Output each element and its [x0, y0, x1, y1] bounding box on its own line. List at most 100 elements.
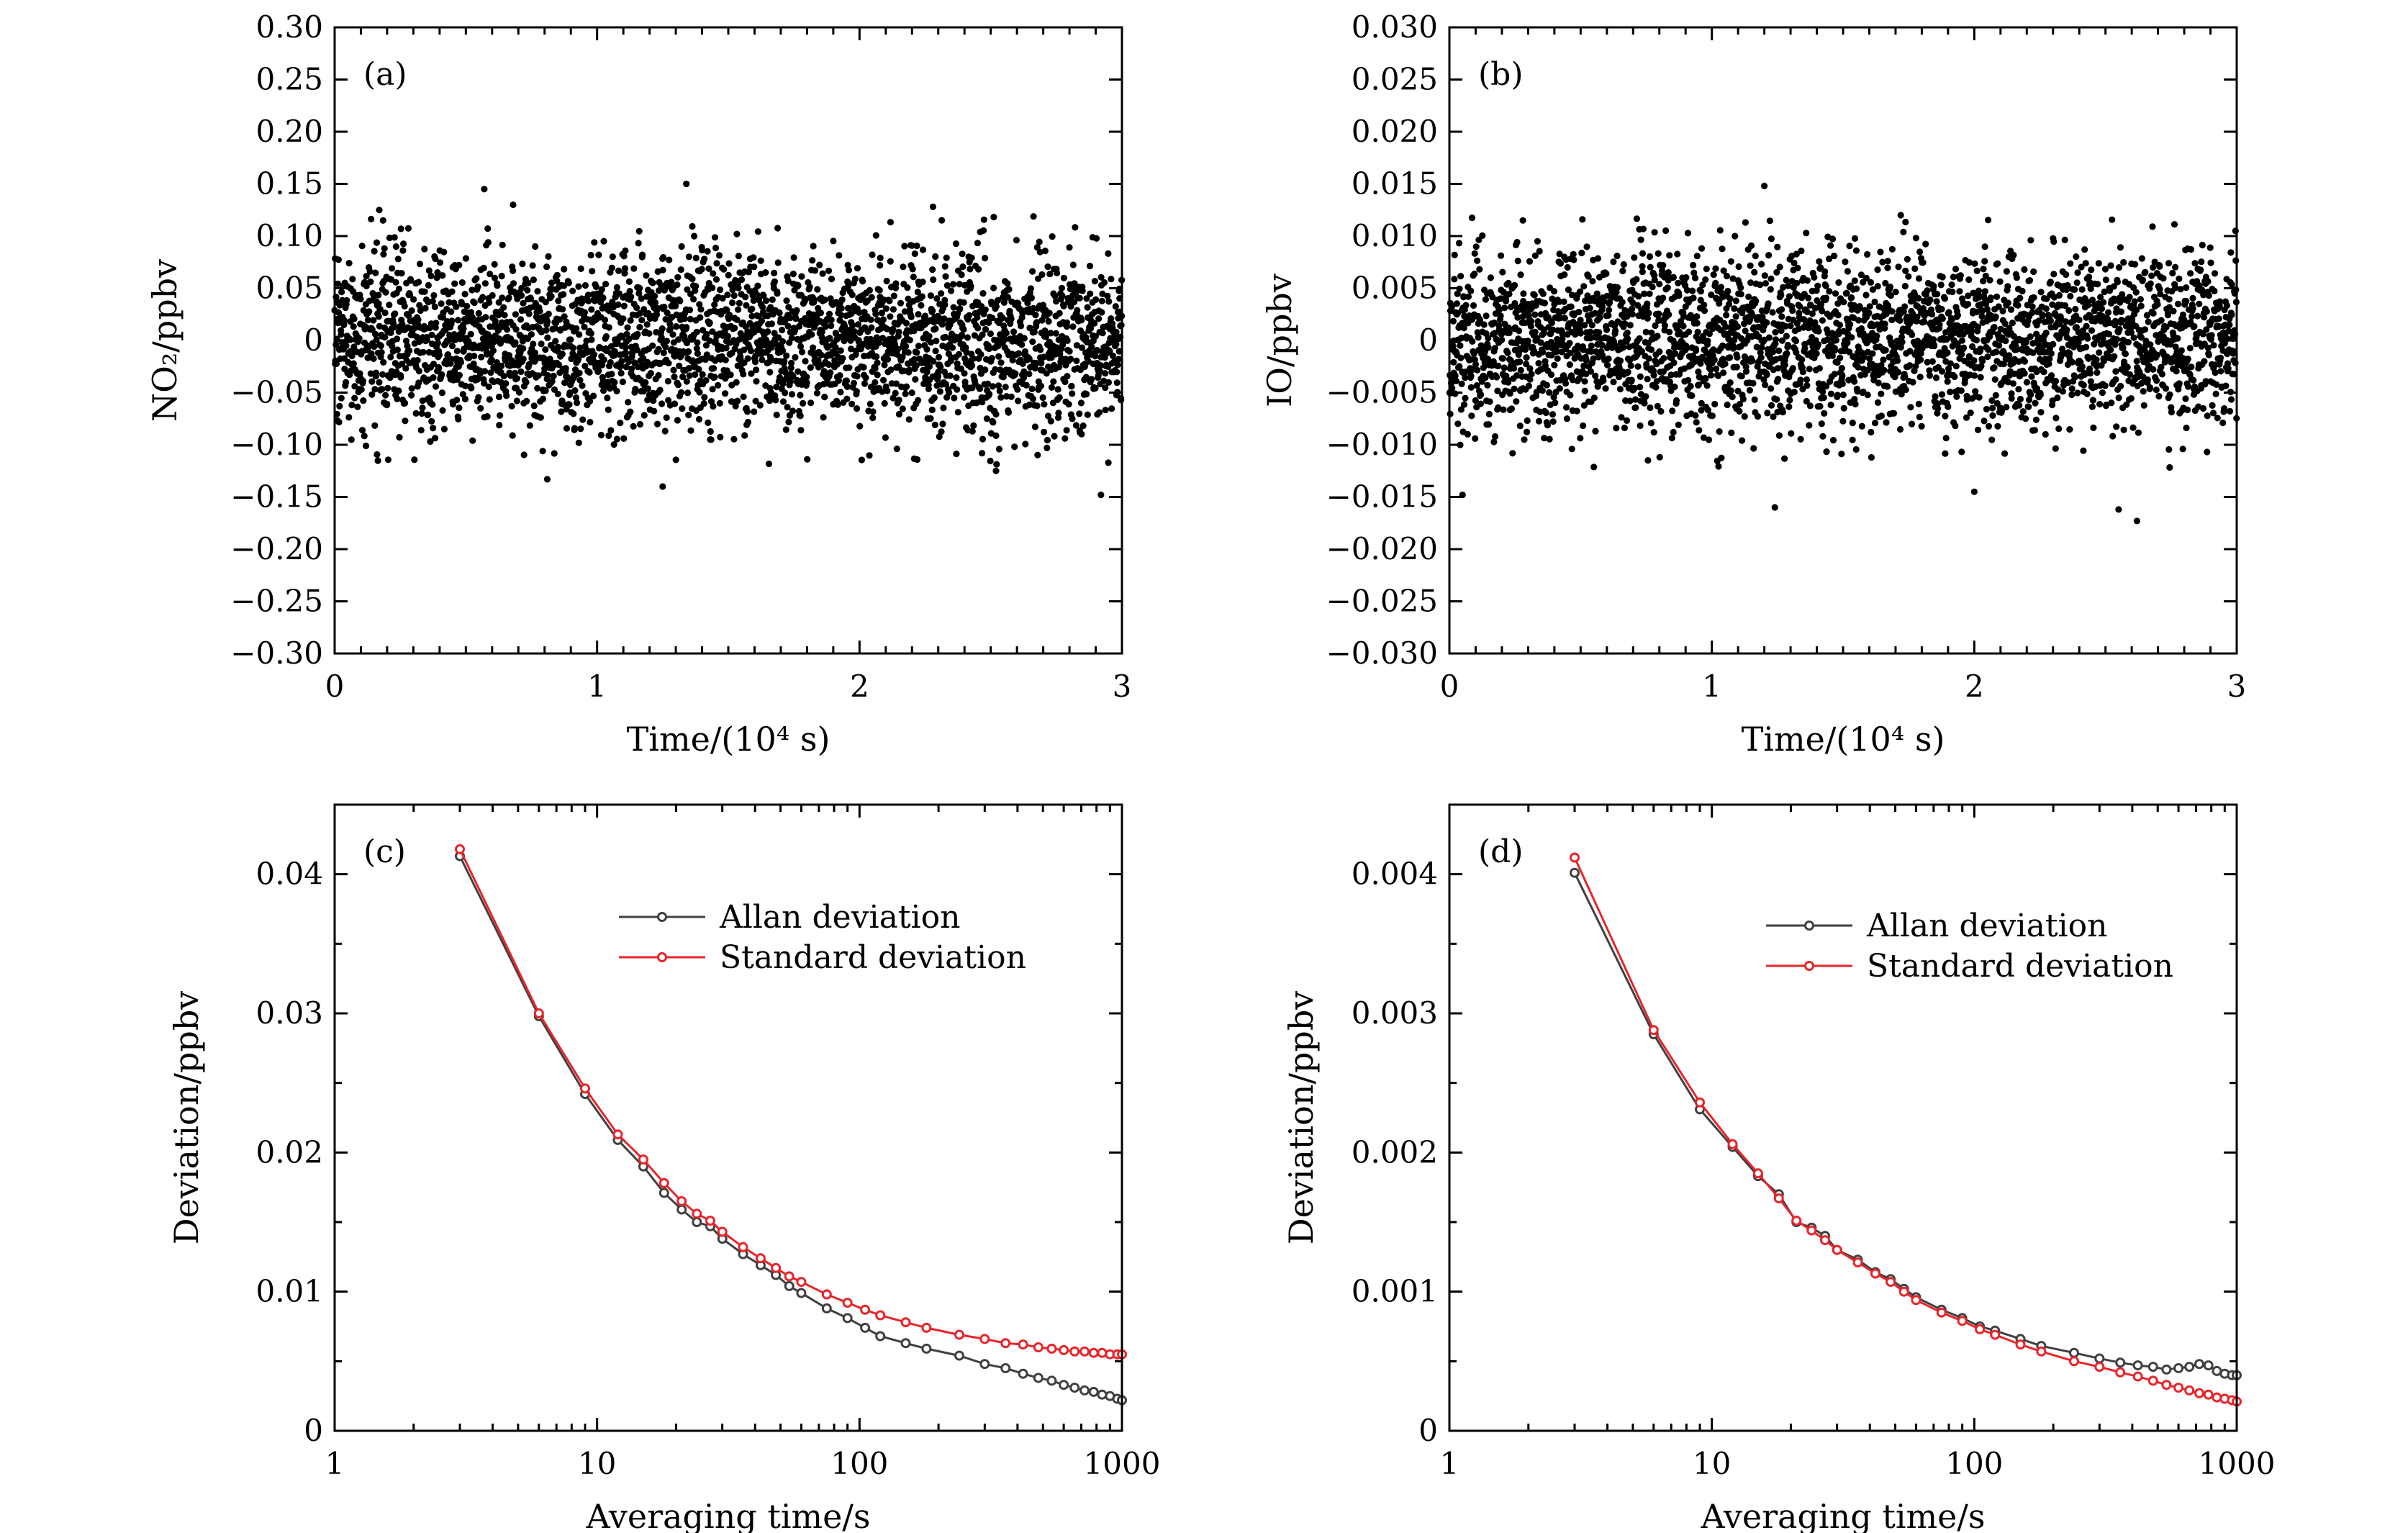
data-point [1765, 252, 1773, 259]
data-point [707, 436, 715, 443]
data-point [1493, 374, 1501, 381]
data-point [1078, 430, 1085, 438]
data-point [345, 414, 353, 421]
data-point [787, 378, 795, 385]
data-point [1670, 428, 1677, 436]
data-point [722, 390, 729, 397]
data-point [1915, 400, 1922, 408]
data-point [797, 392, 804, 399]
data-point [740, 371, 747, 378]
data-point [1664, 284, 1671, 291]
data-point [469, 437, 476, 444]
data-point [435, 351, 443, 358]
data-point [1900, 228, 1907, 235]
data-point [1472, 243, 1480, 250]
data-point [1485, 344, 1492, 351]
data-point [1829, 437, 1837, 444]
data-point [881, 399, 888, 407]
data-point [731, 325, 738, 332]
y-tick-label: 0.30 [255, 9, 323, 45]
data-point [1724, 287, 1732, 295]
data-point [623, 363, 630, 371]
data-point [1882, 347, 1889, 354]
data-point [966, 312, 973, 319]
data-point [784, 404, 791, 411]
data-point [1654, 333, 1661, 340]
data-point [1480, 321, 1488, 328]
data-point [687, 427, 694, 434]
data-point [545, 310, 552, 317]
data-point [696, 301, 703, 308]
data-point [358, 386, 365, 393]
data-point [785, 418, 792, 426]
data-point [887, 258, 894, 265]
data-point [375, 300, 382, 307]
data-point [695, 415, 703, 423]
data-point [1524, 338, 1531, 345]
data-point [825, 361, 833, 368]
data-point [1818, 420, 1825, 428]
data-point [455, 415, 462, 423]
data-point [1655, 310, 1662, 317]
data-point [931, 394, 938, 402]
data-point [519, 261, 526, 268]
data-point-outlier [1097, 492, 1105, 499]
data-point [402, 338, 410, 345]
data-point [851, 276, 859, 283]
data-point [1068, 382, 1075, 390]
data-point [1568, 446, 1575, 453]
data-point [1002, 330, 1010, 337]
data-point [553, 271, 561, 279]
data-point [427, 272, 435, 279]
data-point [494, 327, 502, 334]
data-point [958, 271, 965, 279]
data-point [1930, 282, 1937, 290]
data-point [522, 379, 530, 386]
data-point [678, 243, 685, 250]
data-point [587, 330, 595, 337]
data-point [1592, 428, 1599, 435]
data-point [642, 379, 649, 386]
data-point [730, 292, 738, 299]
data-point [649, 342, 656, 349]
data-point [1891, 410, 1898, 417]
data-point [1766, 217, 1773, 225]
data-point [550, 372, 557, 380]
data-point [571, 387, 579, 394]
data-point [1884, 258, 1891, 265]
data-point [897, 299, 905, 307]
data-point [1467, 373, 1475, 380]
data-point [1727, 258, 1734, 265]
data-point [1723, 312, 1730, 319]
data-point [810, 296, 818, 303]
data-point [1549, 411, 1557, 418]
data-point [866, 400, 874, 407]
data-point [421, 245, 428, 253]
data-point [1015, 397, 1022, 404]
data-point [1902, 218, 1909, 226]
data-point [930, 358, 937, 365]
data-point [1561, 315, 1568, 322]
data-point [1844, 268, 1851, 275]
data-point [1517, 366, 1524, 374]
data-point [1767, 385, 1775, 392]
data-point [884, 387, 891, 394]
data-point [1814, 282, 1821, 289]
data-point [462, 382, 469, 389]
data-point [489, 347, 497, 354]
data-point [1775, 376, 1782, 383]
data-point [1564, 263, 1571, 271]
data-point [1467, 384, 1475, 391]
data-point [957, 365, 964, 372]
data-point [1839, 417, 1847, 425]
data-point [1871, 420, 1879, 427]
data-point [1840, 299, 1847, 306]
data-point [879, 316, 887, 323]
data-point [1883, 419, 1890, 426]
data-point [1495, 362, 1502, 370]
data-point [1098, 309, 1105, 316]
data-point [1767, 235, 1775, 243]
data-point [1008, 393, 1015, 400]
data-point [872, 310, 879, 317]
data-point [985, 345, 992, 353]
